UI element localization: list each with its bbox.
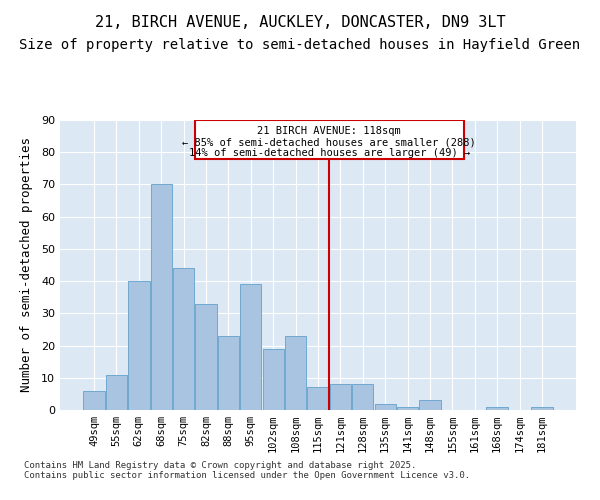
Bar bbox=[531, 407, 553, 410]
Bar bbox=[397, 407, 418, 410]
Text: Size of property relative to semi-detached houses in Hayfield Green: Size of property relative to semi-detach… bbox=[19, 38, 581, 52]
Text: Contains HM Land Registry data © Crown copyright and database right 2025.
Contai: Contains HM Land Registry data © Crown c… bbox=[24, 460, 470, 480]
Bar bbox=[352, 384, 373, 410]
Text: 21 BIRCH AVENUE: 118sqm: 21 BIRCH AVENUE: 118sqm bbox=[257, 126, 401, 136]
Bar bbox=[151, 184, 172, 410]
Bar bbox=[106, 374, 127, 410]
Bar bbox=[263, 349, 284, 410]
Bar bbox=[218, 336, 239, 410]
Bar bbox=[487, 407, 508, 410]
Bar bbox=[330, 384, 351, 410]
Bar bbox=[128, 281, 149, 410]
Text: 21, BIRCH AVENUE, AUCKLEY, DONCASTER, DN9 3LT: 21, BIRCH AVENUE, AUCKLEY, DONCASTER, DN… bbox=[95, 15, 505, 30]
FancyBboxPatch shape bbox=[195, 120, 464, 158]
Bar bbox=[307, 388, 329, 410]
Bar bbox=[196, 304, 217, 410]
Bar bbox=[374, 404, 396, 410]
Bar bbox=[285, 336, 306, 410]
Text: 14% of semi-detached houses are larger (49) →: 14% of semi-detached houses are larger (… bbox=[188, 148, 470, 158]
Y-axis label: Number of semi-detached properties: Number of semi-detached properties bbox=[20, 138, 32, 392]
Bar bbox=[240, 284, 262, 410]
Bar bbox=[173, 268, 194, 410]
Bar bbox=[83, 390, 105, 410]
Bar bbox=[419, 400, 440, 410]
Text: ← 85% of semi-detached houses are smaller (288): ← 85% of semi-detached houses are smalle… bbox=[182, 138, 476, 147]
